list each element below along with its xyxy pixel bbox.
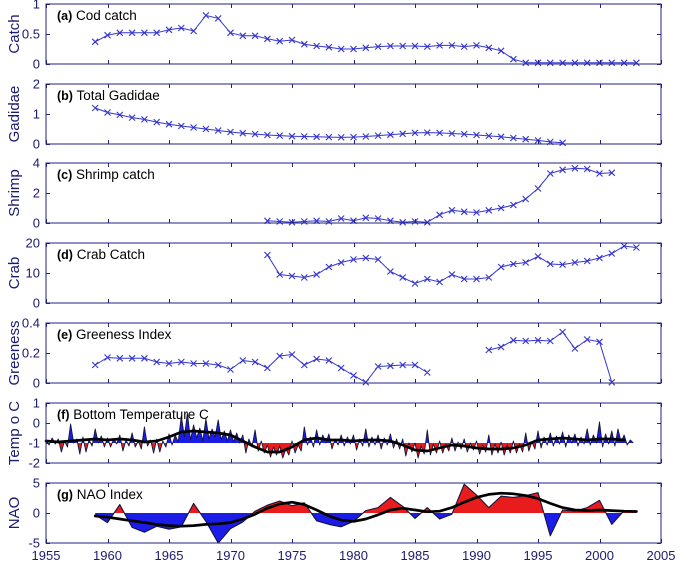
y-tick-label: -5 <box>28 536 40 551</box>
y-axis-label: Shrimp <box>6 169 23 217</box>
y-axis-label: Temp o C <box>6 401 23 465</box>
axis-ticks <box>46 323 662 384</box>
x-tick-label: 2005 <box>647 548 676 563</box>
x-tick-label: 1970 <box>216 548 245 563</box>
x-tick-label: 2000 <box>585 548 614 563</box>
axis-ticks <box>46 243 662 304</box>
y-tick-label: 0 <box>33 506 40 521</box>
y-tick-label: 0 <box>33 376 40 391</box>
axis-ticks <box>46 163 662 224</box>
x-tick-label: 1980 <box>339 548 368 563</box>
smoothed-trend-line <box>44 429 626 454</box>
y-tick-label: 1 <box>33 396 40 411</box>
panel-title: (d) Crab Catch <box>57 247 145 262</box>
panel-title: (a) Cod catch <box>57 8 137 23</box>
y-tick-label: -2 <box>28 456 40 471</box>
x-tick-label: 1995 <box>524 548 553 563</box>
y-tick-label: 1 <box>33 0 40 12</box>
y-tick-label: -1 <box>28 436 40 451</box>
x-tick-label: 1985 <box>401 548 430 563</box>
fill-below-baseline <box>95 513 637 543</box>
y-tick-label: 2 <box>33 77 40 92</box>
x-markers <box>91 351 431 386</box>
fill-above-baseline <box>95 484 637 513</box>
panel-a: 0 0.5 1 Catch (a) Cod catch <box>6 0 662 72</box>
panel-title: (g) NAO Index <box>57 487 143 502</box>
y-axis-label: Catch <box>6 14 23 53</box>
y-tick-label: 1 <box>33 107 40 122</box>
y-tick-label: 0.4 <box>22 316 40 331</box>
y-axis-label: Greeness <box>6 320 23 385</box>
y-tick-label: 20 <box>26 236 40 251</box>
y-tick-label: 0 <box>33 57 40 72</box>
y-tick-label: 0.5 <box>22 27 40 42</box>
x-markers <box>91 104 566 147</box>
x-tick-label: 1975 <box>278 548 307 563</box>
x-tick-label: 1960 <box>93 548 122 563</box>
panel-c: 0 2 4 Shrimp (c) Shrimp catch <box>6 156 662 231</box>
x-tick-label: 1955 <box>32 548 61 563</box>
panel-border <box>45 402 662 464</box>
panel-title: (f) Bottom Temperature C <box>57 407 209 422</box>
axis-ticks <box>46 4 662 65</box>
axis-ticks <box>46 403 662 464</box>
x-markers <box>485 328 616 386</box>
axis-ticks <box>46 483 662 544</box>
smoothed-trend-line <box>93 491 638 528</box>
y-tick-label: 0 <box>33 416 40 431</box>
y-tick-label: 0.2 <box>22 346 40 361</box>
panel-f: -2 -1 0 1 Temp o C (f) Bottom Temperature C <box>6 396 662 471</box>
axis-ticks <box>46 84 662 145</box>
panel-title: (b) Total Gadidae <box>57 88 160 103</box>
fill-above-baseline <box>46 413 634 443</box>
y-tick-label: 5 <box>33 476 40 491</box>
y-axis-label: NAO <box>6 497 23 530</box>
x-markers <box>91 12 640 67</box>
panel-title: (e) Greeness Index <box>57 327 172 342</box>
data-line <box>94 353 428 383</box>
panel-title: (c) Shrimp catch <box>57 167 155 182</box>
x-tick-label: 1965 <box>155 548 184 563</box>
anomaly-series-line <box>94 483 637 544</box>
y-tick-label: 0 <box>33 137 40 152</box>
y-tick-label: 0 <box>33 216 40 231</box>
panel-g: -5 0 5 NAO (g) NAO Index <box>6 476 662 551</box>
x-tick-label: 1990 <box>462 548 491 563</box>
y-tick-label: 2 <box>33 186 40 201</box>
y-tick-label: 0 <box>33 296 40 311</box>
panel-b: 0 1 2 Gadidae (b) Total Gadidae <box>6 77 662 152</box>
y-tick-label: 4 <box>33 156 40 171</box>
y-axis-label: Crab <box>6 257 23 290</box>
y-tick-label: 10 <box>26 266 40 281</box>
x-markers <box>264 242 640 287</box>
y-axis-label: Gadidae <box>6 86 23 143</box>
